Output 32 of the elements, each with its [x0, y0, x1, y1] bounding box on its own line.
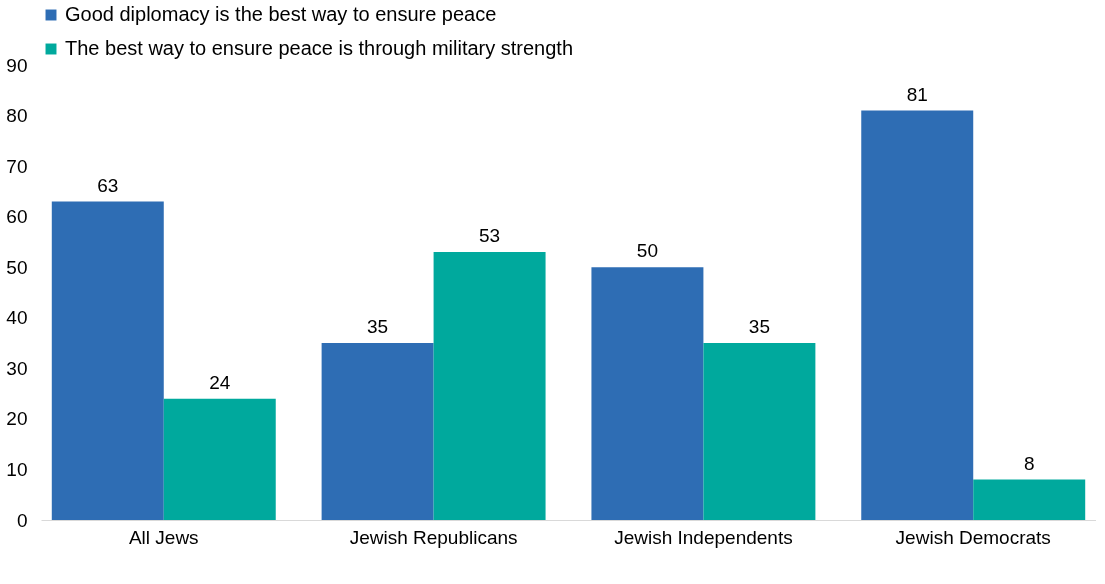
data-label: 35 [367, 316, 389, 338]
y-tick-label: 30 [6, 357, 28, 379]
y-tick-label: 60 [6, 206, 28, 228]
x-tick-label: Jewish Democrats [895, 526, 1051, 548]
legend-label: Good diplomacy is the best way to ensure peace [65, 3, 497, 25]
x-tick-label: Jewish Republicans [349, 526, 518, 548]
data-label: 50 [636, 240, 658, 262]
x-tick-label: Jewish Independents [614, 526, 793, 548]
y-tick-label: 0 [16, 509, 28, 531]
bar [163, 398, 276, 520]
bar [973, 479, 1086, 520]
x-tick-label: All Jews [128, 526, 199, 548]
bar [591, 267, 704, 520]
data-label: 8 [1023, 452, 1035, 474]
data-label: 24 [209, 371, 231, 393]
bar [433, 252, 546, 520]
y-tick-label: 80 [6, 105, 28, 127]
y-tick-label: 20 [6, 408, 28, 430]
y-tick-label: 50 [6, 256, 28, 278]
y-tick-label: 90 [6, 54, 28, 76]
data-label: 53 [479, 225, 501, 247]
data-label: 35 [748, 316, 770, 338]
y-tick-label: 70 [6, 155, 28, 177]
bar [51, 201, 164, 520]
data-label: 63 [97, 174, 119, 196]
bar [703, 343, 816, 520]
y-tick-label: 10 [6, 458, 28, 480]
data-label: 81 [906, 83, 928, 105]
bar [861, 110, 974, 520]
bar [321, 343, 434, 520]
y-tick-label: 40 [6, 307, 28, 329]
legend-label: The best way to ensure peace is through military strength [65, 37, 574, 59]
